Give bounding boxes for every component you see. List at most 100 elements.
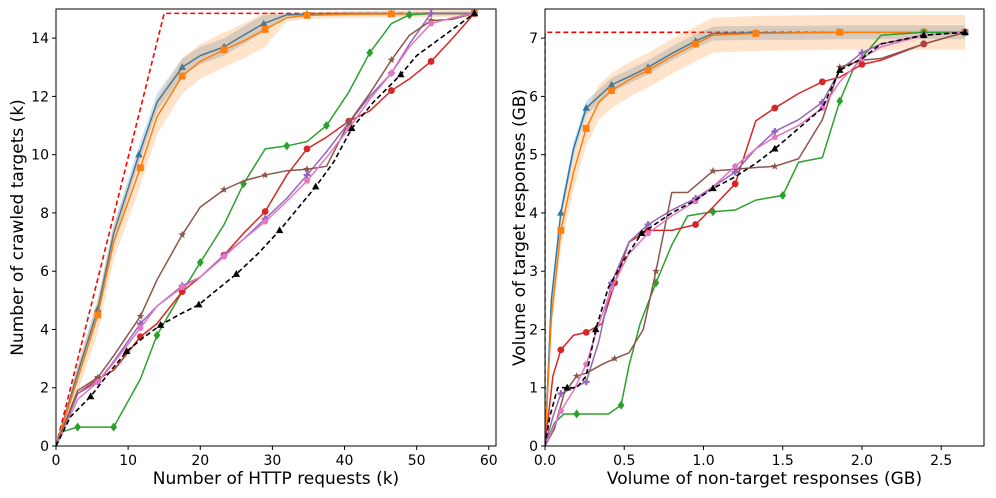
data-point [366,48,374,58]
x-tick-label: 50 [408,453,426,469]
x-tick-label: 0.0 [534,453,556,469]
series-2 [545,14,969,446]
data-point [557,227,565,234]
data-point [709,166,717,175]
y-axis-label: Number of crawled targets (k) [8,99,28,356]
data-point [692,40,699,48]
data-point [427,20,435,27]
x-tick-label: 2.0 [851,453,873,469]
data-point [387,55,396,64]
x-axis-label: Number of HTTP requests (k) [153,469,399,489]
data-point [771,127,779,135]
y-tick-label: 6 [40,264,49,280]
data-point [582,378,590,386]
data-point [93,373,102,381]
y-tick-label: 4 [529,206,538,222]
data-point [427,9,435,17]
data-point [136,312,145,320]
data-point [137,324,144,331]
data-point [196,258,204,267]
axes-frame [544,8,985,447]
y-tick-label: 8 [40,206,49,222]
series-line [545,31,966,446]
data-point [195,300,203,308]
x-tick-label: 1.0 [692,453,714,469]
series-8 [545,28,969,446]
x-tick-label: 1.5 [772,453,794,469]
x-tick-label: 10 [119,453,137,469]
x-tick-label: 20 [191,453,209,469]
data-point [74,422,82,432]
data-point [388,69,395,76]
data-point [388,87,395,94]
data-point [220,185,228,193]
data-point [770,162,779,170]
data-point [303,145,311,153]
x-axis-label: Volume of non-target responses (GB) [607,469,922,489]
x-tick-label: 30 [263,453,281,469]
left-chart-panel: 0 10 20 30 40 50 60 0 2 4 6 8 10 12 14 Number of HTTP r… [8,8,498,489]
series-band [545,14,965,446]
data-point [347,124,356,132]
data-point [771,133,779,140]
y-tick-label: 1 [529,381,538,397]
data-point [607,80,616,88]
data-point [122,347,131,355]
data-point [644,229,652,237]
data-point [178,230,187,239]
data-point [644,221,652,228]
data-point [86,392,95,400]
data-point [858,60,866,68]
x-tick-label: 0.5 [613,453,635,469]
data-point [582,103,590,111]
data-point [582,125,590,132]
data-point [344,118,353,126]
data-point [731,162,739,170]
series-8 [56,9,479,446]
data-point [311,182,320,190]
data-point [220,253,228,260]
y-tick-label: 2 [529,322,538,338]
x-tick-label: 2.5 [930,453,952,469]
y-tick-label: 4 [40,322,49,338]
data-point [573,409,581,419]
data-point [110,422,118,432]
data-point [557,208,565,216]
data-point [557,390,565,397]
data-point [427,58,435,65]
data-point [406,10,413,20]
data-point [582,328,590,336]
data-point [388,10,395,18]
data-point [220,46,228,54]
data-point [261,170,270,179]
data-point [563,383,571,391]
data-point [818,78,826,86]
data-point [153,330,161,340]
data-point [836,96,844,106]
data-point [178,63,186,70]
data-point [178,72,186,80]
data-point [303,165,311,173]
data-point [752,30,760,37]
data-point [557,407,565,414]
data-point [771,104,779,112]
data-point [261,208,269,215]
series-line [545,31,965,446]
data-point [608,285,615,292]
data-point [779,191,787,200]
data-point [709,184,717,192]
data-point [617,400,625,410]
data-point [920,31,928,38]
data-point [692,221,699,228]
data-point [652,267,660,275]
data-point [136,164,144,172]
data-point [261,25,269,33]
plot-area [56,9,479,446]
x-tick-label: 60 [480,453,498,469]
data-point [261,218,269,225]
data-point [591,325,600,333]
data-point [323,121,330,130]
series-line [56,12,475,446]
data-point [283,141,291,151]
data-point [836,66,844,73]
